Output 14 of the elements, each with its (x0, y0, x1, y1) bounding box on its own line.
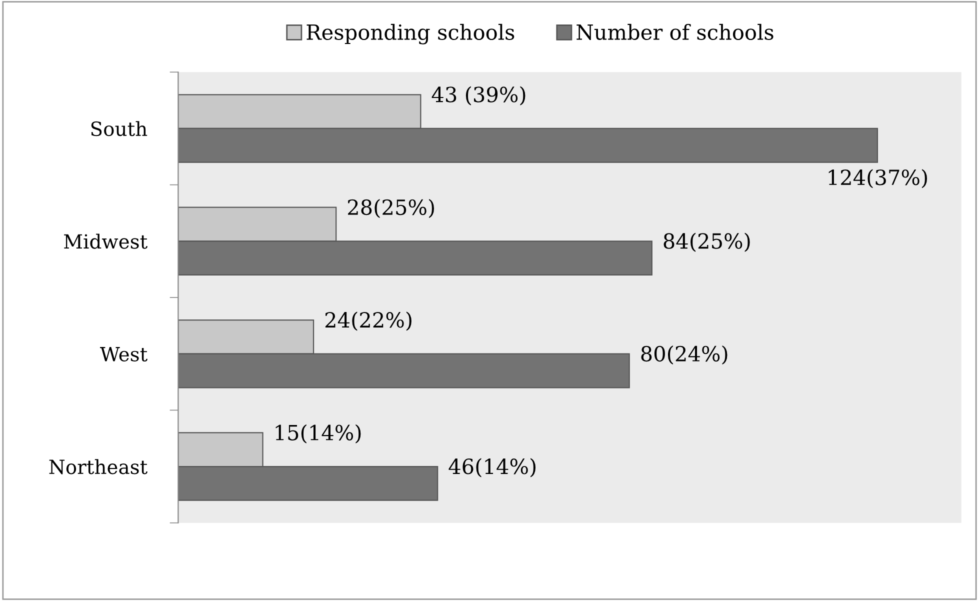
data-label: 43 (39%) (432, 86, 526, 106)
data-label: 80(24%) (641, 345, 728, 365)
data-label: 46(14%) (448, 458, 536, 478)
legend-label: Responding schools (306, 24, 514, 44)
data-label: 84(25%) (664, 232, 750, 252)
data-label: 15(14%) (276, 424, 361, 444)
legend-label: Number of schools (576, 24, 774, 40)
data-label: 24(22%) (325, 312, 412, 331)
data-label: 28(25%) (348, 198, 434, 218)
y-tick-label: Northeast (49, 459, 148, 474)
y-tick-label: South (91, 121, 148, 136)
y-tick-label: Midwest (64, 234, 148, 249)
data-label: 124(37%) (828, 169, 927, 188)
y-tick-label: West (100, 347, 148, 362)
